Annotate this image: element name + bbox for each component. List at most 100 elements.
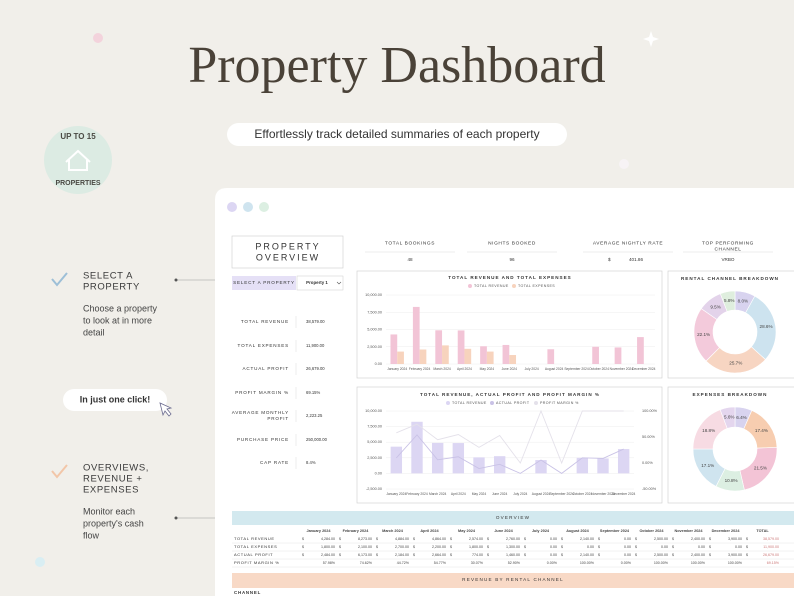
feature-text: Monitor each bbox=[83, 506, 135, 516]
table-cell: 0.00 bbox=[661, 545, 668, 549]
slice-label: 18.8% bbox=[702, 428, 715, 433]
table-cell: 100.00% bbox=[580, 561, 595, 565]
x-tick-label: May 2024 bbox=[472, 492, 487, 496]
cell-currency: $ bbox=[302, 553, 304, 557]
x-tick-label: September 2024 bbox=[564, 367, 589, 371]
cell-currency: $ bbox=[376, 545, 378, 549]
cell-currency: $ bbox=[413, 537, 415, 541]
table-cell: 2,500.00 bbox=[654, 537, 668, 541]
property-dropdown[interactable] bbox=[296, 275, 344, 291]
cell-currency: $ bbox=[709, 545, 711, 549]
bar bbox=[390, 446, 403, 474]
table-header: October 2024 bbox=[639, 529, 664, 533]
badge-top: UP TO 15 bbox=[60, 132, 96, 141]
feature-text: Choose a property bbox=[83, 303, 158, 313]
overview-box bbox=[231, 235, 344, 269]
cell-currency: $ bbox=[598, 537, 600, 541]
connector-dot bbox=[174, 278, 178, 282]
kpi-label: AVERAGE MONTHLY bbox=[232, 410, 289, 415]
kpi-label: PROFIT bbox=[267, 416, 289, 421]
table-header: May 2024 bbox=[458, 529, 476, 533]
feature-text: property's cash bbox=[83, 518, 144, 528]
feature-heading: REVENUE + bbox=[83, 474, 143, 485]
kpi-currency: $ bbox=[608, 257, 611, 262]
kpi-value: 250,000.00 bbox=[306, 437, 328, 442]
x-tick-label: January 2024 bbox=[386, 492, 406, 496]
legend-label: TOTAL REVENUE bbox=[474, 284, 509, 288]
table-header: January 2024 bbox=[306, 529, 331, 533]
row-label: ACTUAL PROFIT bbox=[234, 552, 273, 557]
channel-band bbox=[232, 573, 794, 588]
table-cell: 2,484.00 bbox=[321, 553, 335, 557]
table-header: November 2024 bbox=[674, 529, 703, 533]
table-cell: 4,284.00 bbox=[321, 537, 335, 541]
window-dot bbox=[243, 202, 253, 212]
chart-title: TOTAL REVENUE, ACTUAL PROFIT AND PROFIT … bbox=[420, 392, 600, 397]
cell-currency: $ bbox=[450, 553, 452, 557]
y2-tick-label: 0.00% bbox=[642, 461, 653, 465]
bar bbox=[442, 345, 449, 364]
bar bbox=[576, 457, 589, 474]
x-tick-label: December 2024 bbox=[612, 492, 636, 496]
badge bbox=[44, 126, 112, 194]
bar bbox=[486, 351, 494, 364]
pie-slice bbox=[719, 406, 736, 429]
select-label: SELECT A PROPERTY bbox=[233, 280, 295, 285]
slice-label: 17.1% bbox=[701, 463, 714, 468]
slice-label: 22.1% bbox=[697, 332, 710, 337]
cell-currency: $ bbox=[561, 537, 563, 541]
cell-currency: $ bbox=[598, 553, 600, 557]
table-cell: 2,184.00 bbox=[395, 553, 409, 557]
table-cell: 0.00 bbox=[550, 553, 557, 557]
cell-currency: $ bbox=[672, 553, 674, 557]
x-tick-label: November 2024 bbox=[591, 492, 615, 496]
bar bbox=[493, 456, 506, 474]
table-cell: 0.00 bbox=[624, 553, 631, 557]
kpi-label: TOTAL REVENUE bbox=[241, 319, 289, 324]
cell-currency: $ bbox=[524, 545, 526, 549]
cell-currency: $ bbox=[487, 545, 489, 549]
y2-tick-label: -50.00% bbox=[642, 487, 657, 491]
y-tick-label: 5,000.00 bbox=[367, 440, 382, 444]
title: Property Dashboard bbox=[188, 37, 605, 94]
callout-pill bbox=[63, 389, 167, 411]
row-label: TOTAL REVENUE bbox=[234, 536, 275, 541]
y-tick-label: 7,500.00 bbox=[367, 425, 382, 429]
slice-label: 25.7% bbox=[729, 361, 742, 366]
y-tick-label: 0.00 bbox=[375, 362, 382, 366]
kpi-label: TOP PERFORMING bbox=[702, 240, 754, 246]
table-cell: 2,574.00 bbox=[469, 537, 483, 541]
y-tick-label: 2,500.00 bbox=[367, 345, 382, 349]
y-tick-label: 0.00 bbox=[375, 471, 382, 475]
chart-title: RENTAL CHANNEL BREAKDOWN bbox=[681, 276, 779, 281]
bar bbox=[419, 349, 427, 364]
cell-currency: $ bbox=[709, 537, 711, 541]
bar bbox=[464, 348, 472, 364]
selected-property: Property 1 bbox=[306, 280, 328, 285]
table-cell: 11,900.00 bbox=[763, 545, 779, 549]
bar bbox=[480, 346, 487, 364]
cell-currency: $ bbox=[672, 537, 674, 541]
cell-currency: $ bbox=[413, 553, 415, 557]
table-cell: 52.90% bbox=[508, 561, 521, 565]
cell-currency: $ bbox=[709, 553, 711, 557]
cell-currency: $ bbox=[487, 537, 489, 541]
cell-currency: $ bbox=[635, 545, 637, 549]
table-cell: 8,273.00 bbox=[358, 537, 372, 541]
cell-currency: $ bbox=[487, 553, 489, 557]
table-cell: 0.00 bbox=[550, 537, 557, 541]
feature-text: detail bbox=[83, 327, 105, 337]
kpi-value: 11,900.00 bbox=[306, 343, 325, 348]
slice-label: 5.6% bbox=[724, 415, 734, 420]
cell-currency: $ bbox=[302, 537, 304, 541]
table-cell: 100.00% bbox=[654, 561, 669, 565]
connector-dot bbox=[174, 516, 178, 520]
bar bbox=[535, 460, 547, 474]
x-tick-label: June 2024 bbox=[492, 492, 508, 496]
table-cell: 0.00 bbox=[624, 545, 631, 549]
badge-bottom: PROPERTIES bbox=[55, 180, 100, 187]
bar bbox=[412, 306, 420, 364]
cell-currency: $ bbox=[746, 545, 748, 549]
legend-label: TOTAL EXPENSES bbox=[518, 284, 555, 288]
table-header: February 2024 bbox=[343, 529, 370, 533]
